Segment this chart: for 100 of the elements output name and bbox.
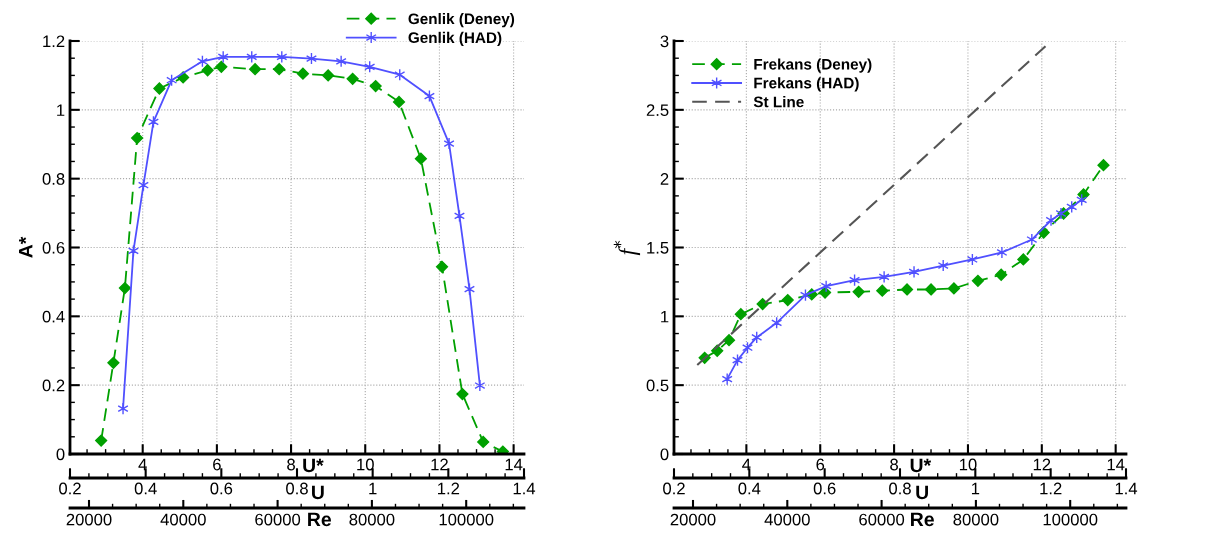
- x-tick-label: 10: [959, 458, 977, 471]
- point: [153, 82, 166, 95]
- x-tick-label: 8: [287, 458, 295, 471]
- point: [1017, 253, 1030, 266]
- y-tick-label: 0.5: [646, 379, 669, 392]
- text: 100000: [439, 513, 494, 526]
- x2-tick-label: 1.2: [438, 482, 460, 495]
- point: [118, 282, 131, 295]
- point: [414, 152, 427, 165]
- point: [474, 379, 486, 392]
- x2-tick-label: 1.2: [1040, 482, 1062, 495]
- point: [721, 372, 733, 386]
- x-tick-label: 4: [138, 458, 147, 471]
- y-tick-label: 2: [660, 173, 669, 185]
- point: [369, 79, 382, 93]
- point: [107, 356, 120, 369]
- x2-axis-title: U: [916, 485, 928, 500]
- point: [95, 434, 108, 447]
- point: [117, 402, 129, 415]
- y-tick-label: 0.6: [42, 241, 65, 254]
- point: [215, 60, 228, 73]
- y-tick-label: 0.8: [42, 173, 65, 185]
- text: 60000: [255, 513, 301, 526]
- text: 80000: [349, 513, 395, 526]
- y-tick-label: 1.2: [43, 35, 65, 48]
- y-tick-label: 1: [661, 310, 669, 323]
- point: [201, 64, 214, 77]
- point: [456, 388, 469, 401]
- point: [996, 246, 1008, 259]
- point: [296, 67, 310, 80]
- point: [392, 95, 406, 109]
- point: [1097, 159, 1110, 172]
- point: [217, 50, 229, 64]
- x2-tick-label: 1: [369, 482, 377, 495]
- point: [248, 63, 262, 76]
- text: 20000: [66, 513, 112, 526]
- point: [273, 63, 286, 76]
- point: [852, 285, 865, 298]
- point: [477, 435, 490, 449]
- x-tick-label: 8: [890, 458, 898, 471]
- point: [322, 69, 335, 82]
- point: [1045, 213, 1057, 227]
- y-tick-label: 1.5: [647, 242, 669, 254]
- text: Re: [911, 512, 934, 527]
- x2-tick-label: 0.8: [889, 482, 911, 495]
- x2-tick-label: 0.6: [813, 482, 836, 495]
- legend-label: Genlik (HAD): [408, 31, 502, 47]
- legend-label: Frekans (HAD): [754, 77, 859, 92]
- y-tick-label: 0: [660, 448, 669, 461]
- y-tick-label: 2.5: [646, 104, 669, 117]
- y-tick-label: 3: [660, 35, 669, 48]
- x-tick-label: 14: [1107, 458, 1125, 471]
- x-tick-label: 6: [213, 458, 221, 471]
- text: 80000: [953, 513, 999, 526]
- y-axis-title: f$^{*}$: [613, 240, 641, 256]
- x-tick-label: 10: [357, 458, 374, 471]
- text: 40000: [160, 513, 206, 526]
- x2-tick-label: 1.4: [513, 482, 536, 495]
- point: [443, 137, 455, 150]
- point: [820, 279, 832, 293]
- x-tick-label: 6: [816, 458, 825, 471]
- point: [435, 260, 449, 273]
- text: 60000: [859, 513, 905, 526]
- legend-label: Genlik (Deney): [408, 13, 515, 28]
- point: [908, 265, 920, 279]
- y-tick-label: 1: [57, 104, 65, 116]
- y-axis-title: A*: [19, 236, 33, 258]
- x2-tick-label: 0.8: [286, 482, 308, 495]
- point: [131, 131, 144, 145]
- point: [346, 72, 359, 85]
- text: 40000: [764, 513, 810, 526]
- x-tick-label: 4: [742, 458, 751, 471]
- point: [900, 283, 914, 296]
- x2-axis-title: U: [312, 485, 324, 500]
- point: [878, 270, 890, 284]
- point: [722, 334, 736, 347]
- y-tick-label: 0.2: [42, 379, 65, 392]
- x2-tick-label: 0.4: [738, 482, 761, 495]
- legend-label: Frekans (Deney): [754, 58, 872, 73]
- point: [995, 268, 1008, 281]
- point: [971, 274, 985, 287]
- point: [1026, 233, 1038, 246]
- point: [924, 283, 938, 296]
- x2-tick-label: 0.6: [210, 482, 233, 495]
- x-tick-label: 12: [1033, 458, 1051, 471]
- x-tick-label: 14: [505, 458, 523, 471]
- point: [781, 293, 794, 307]
- point: [876, 284, 889, 297]
- text: 20000: [670, 513, 716, 526]
- x2-tick-label: 0.4: [134, 482, 157, 495]
- x-axis-title: U*: [303, 458, 324, 473]
- point: [756, 297, 769, 311]
- text: 100000: [1043, 513, 1098, 526]
- legend-label: St Line: [753, 96, 804, 108]
- text: Re: [308, 512, 332, 527]
- y-tick-label: 0: [56, 448, 65, 461]
- x-tick-label: 12: [431, 458, 448, 471]
- x2-tick-label: 1.4: [1115, 482, 1138, 495]
- x-axis-title: U*: [910, 458, 932, 473]
- point: [335, 55, 347, 68]
